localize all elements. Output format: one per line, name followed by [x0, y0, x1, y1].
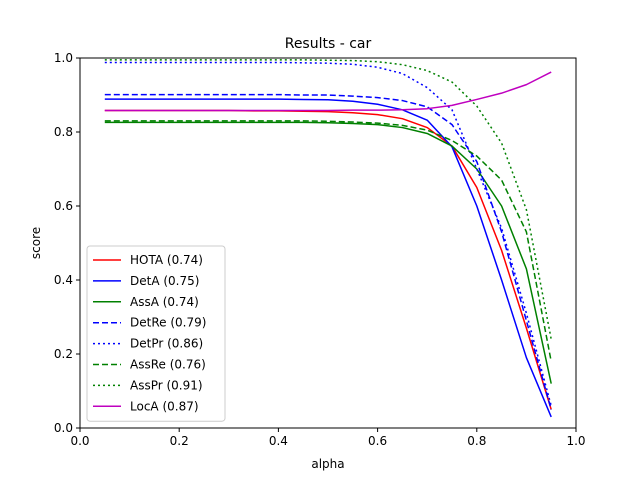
legend-label: LocA (0.87) [130, 399, 199, 413]
x-tick-label: 1.0 [566, 434, 585, 448]
series-line-7 [104, 59, 552, 340]
y-tick-label: 1.0 [54, 51, 73, 65]
x-axis-label: alpha [311, 457, 344, 471]
series-layer [104, 59, 552, 418]
y-tick-label: 0.0 [54, 421, 73, 435]
series-line-3 [104, 121, 552, 384]
legend-label: AssPr (0.91) [130, 378, 203, 392]
chart-title: Results - car [285, 36, 372, 52]
x-tick-label: 0.8 [467, 434, 486, 448]
legend-label: HOTA (0.74) [130, 253, 203, 267]
x-tick-label: 0.6 [368, 434, 387, 448]
legend-label: DetA (0.75) [130, 274, 199, 288]
series-line-8 [104, 71, 552, 112]
legend-label: AssA (0.74) [130, 295, 199, 309]
legend-box [86, 245, 226, 422]
series-line-6 [104, 120, 552, 362]
x-tick-label: 0.0 [70, 434, 89, 448]
y-axis-label: score [29, 227, 43, 259]
legend-label: AssRe (0.76) [130, 358, 206, 372]
series-line-2 [104, 98, 552, 418]
plot-frame [79, 57, 577, 429]
y-tick-label: 0.8 [54, 125, 73, 139]
legend-label: DetPr (0.86) [130, 337, 203, 351]
y-tick-label: 0.6 [54, 199, 73, 213]
y-axis: 0.0 0.2 0.4 0.6 0.8 1.0 [54, 51, 80, 435]
legend-label: DetRe (0.79) [130, 316, 206, 330]
y-tick-label: 0.2 [54, 347, 73, 361]
x-tick-label: 0.2 [170, 434, 189, 448]
x-axis: 0.0 0.2 0.4 0.6 0.8 1.0 [70, 428, 586, 448]
y-tick-label: 0.4 [54, 273, 73, 287]
series-line-4 [104, 93, 552, 410]
x-tick-label: 0.4 [269, 434, 288, 448]
legend: HOTA (0.74) DetA (0.75) AssA (0.74) DetRe (… [86, 245, 226, 422]
